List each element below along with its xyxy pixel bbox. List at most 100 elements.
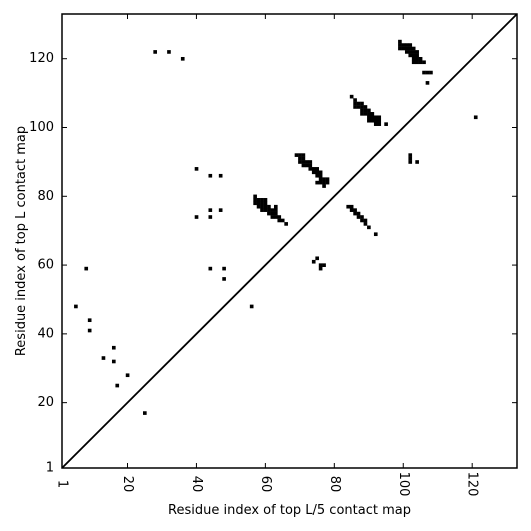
data-point <box>315 180 319 185</box>
y-tick-label: 80 <box>37 189 54 204</box>
data-point <box>370 115 375 120</box>
data-point <box>408 53 413 58</box>
data-point <box>318 266 323 271</box>
data-point <box>398 43 402 47</box>
data-point <box>267 211 271 216</box>
diagonal-line <box>61 13 518 469</box>
data-point <box>429 70 433 75</box>
data-point <box>418 56 423 61</box>
data-point <box>322 180 326 185</box>
data-point <box>87 328 92 333</box>
x-tick-label: 1 <box>55 480 70 488</box>
data-point <box>273 204 278 209</box>
y-tick-label: 100 <box>29 120 54 135</box>
data-point <box>208 215 213 219</box>
data-point <box>401 46 406 51</box>
data-point <box>194 167 199 171</box>
x-tick-label: 20 <box>120 476 135 493</box>
data-point <box>398 39 402 44</box>
data-point <box>298 156 302 161</box>
data-point <box>367 225 371 230</box>
data-point <box>111 345 116 350</box>
data-point <box>422 70 426 75</box>
data-point <box>253 198 257 202</box>
data-point <box>270 215 275 219</box>
x-tick-label: 80 <box>327 476 342 493</box>
data-point <box>256 198 261 202</box>
data-point <box>218 208 223 212</box>
data-point <box>87 318 92 323</box>
data-point <box>318 263 323 267</box>
data-point <box>401 43 406 47</box>
data-point <box>284 222 288 226</box>
data-point <box>360 215 364 219</box>
data-point <box>153 50 157 54</box>
data-point <box>404 43 409 47</box>
data-point <box>370 112 375 116</box>
data-point <box>404 46 409 51</box>
data-point <box>360 218 364 223</box>
data-point <box>360 101 364 106</box>
data-point <box>267 204 271 209</box>
x-tick-label: 100 <box>396 472 411 497</box>
data-point <box>473 115 478 120</box>
y-tick-label: 40 <box>37 326 54 341</box>
data-point <box>422 60 426 65</box>
data-point <box>373 118 378 123</box>
data-point <box>263 204 268 209</box>
data-points <box>74 39 478 415</box>
x-tick-label: 60 <box>258 476 273 493</box>
data-point <box>377 122 382 126</box>
data-point <box>408 160 413 164</box>
data-point <box>263 208 268 212</box>
data-point <box>356 215 361 219</box>
data-point <box>267 208 271 212</box>
data-point <box>253 194 257 199</box>
data-point <box>315 256 319 261</box>
data-point <box>263 198 268 202</box>
data-point <box>301 153 306 157</box>
data-point <box>318 170 323 175</box>
data-point <box>273 215 278 219</box>
data-point <box>260 201 264 206</box>
data-point <box>301 156 306 161</box>
data-point <box>353 98 357 102</box>
data-point <box>308 167 313 171</box>
data-point <box>111 359 116 364</box>
data-point <box>194 215 199 219</box>
data-point <box>222 266 226 271</box>
data-point <box>367 108 371 113</box>
x-axis-label: Residue index of top L/5 contact map <box>168 503 411 518</box>
data-point <box>398 46 402 51</box>
data-point <box>408 153 413 157</box>
data-point <box>256 204 261 209</box>
data-point <box>349 94 354 99</box>
data-point <box>260 208 264 212</box>
data-point <box>367 115 371 120</box>
data-point <box>315 170 319 175</box>
data-point <box>356 105 361 109</box>
data-point <box>408 156 413 161</box>
data-point <box>363 218 368 223</box>
data-point <box>408 43 413 47</box>
data-point <box>360 108 364 113</box>
data-point <box>260 198 264 202</box>
data-point <box>384 122 388 126</box>
data-point <box>408 46 413 51</box>
data-point <box>280 218 285 223</box>
data-point <box>363 222 368 226</box>
data-point <box>408 50 413 54</box>
data-point <box>367 118 371 123</box>
data-point <box>363 108 368 113</box>
data-point <box>305 160 309 164</box>
data-point <box>415 160 419 164</box>
y-tick-label: 60 <box>37 258 54 273</box>
data-point <box>318 173 323 178</box>
data-point <box>349 208 354 212</box>
data-point <box>74 304 78 309</box>
data-point <box>411 56 416 61</box>
data-point <box>256 201 261 206</box>
data-point <box>353 105 357 109</box>
data-point <box>315 173 319 178</box>
